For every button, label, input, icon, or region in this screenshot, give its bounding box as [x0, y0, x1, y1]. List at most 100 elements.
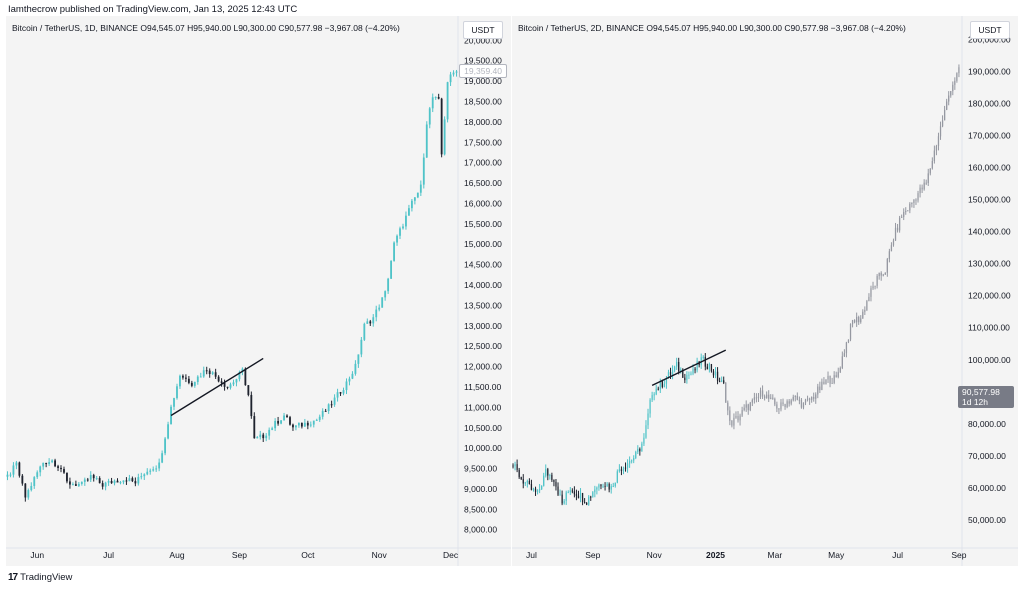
- candle: [45, 462, 48, 468]
- candle: [199, 372, 202, 378]
- candle-body: [643, 437, 645, 444]
- candle-body: [116, 480, 119, 483]
- candle-body: [351, 373, 354, 379]
- candle-body: [833, 375, 835, 383]
- tradingview-logo[interactable]: 17 TradingView: [8, 572, 72, 583]
- candle: [596, 486, 598, 495]
- candle-body: [534, 488, 537, 492]
- candle-body: [751, 399, 753, 403]
- candle: [671, 365, 674, 380]
- y-tick-label: 12,000.00: [464, 362, 502, 372]
- candle: [107, 478, 110, 486]
- candle-body: [143, 474, 146, 477]
- x-tick-label: Nov: [647, 550, 663, 560]
- candle-body: [63, 469, 65, 473]
- candle: [259, 430, 262, 440]
- chart-canvas-2d[interactable]: 200,000.00 190,000.00 180,000.00 170,000.00…: [512, 16, 1018, 566]
- candle-body: [835, 375, 837, 377]
- candle: [624, 462, 627, 472]
- candle: [211, 371, 214, 376]
- candle: [146, 468, 149, 476]
- candle-body: [152, 469, 155, 471]
- candle-body: [860, 318, 862, 323]
- candle-body: [345, 381, 348, 391]
- candle-body: [686, 374, 688, 381]
- candle-body: [396, 235, 398, 243]
- candle-body: [682, 369, 684, 378]
- candle-body: [125, 480, 128, 482]
- candle-body: [387, 278, 390, 292]
- candle-body: [235, 379, 238, 383]
- candle: [571, 488, 573, 494]
- projected-candle: [761, 385, 764, 399]
- candle: [387, 277, 390, 294]
- projected-candle: [725, 381, 727, 403]
- candle: [48, 458, 51, 466]
- candle: [716, 367, 719, 385]
- candle-body: [680, 369, 682, 372]
- y-tick-label: 60,000.00: [968, 483, 1006, 493]
- candle-body: [770, 397, 772, 399]
- candle-body: [384, 291, 387, 298]
- candle-body: [866, 301, 868, 310]
- candle-body: [886, 259, 888, 273]
- candle-body: [792, 396, 794, 401]
- candle: [125, 477, 128, 485]
- candle: [220, 378, 223, 387]
- candle-body: [749, 402, 751, 411]
- candle-body: [727, 402, 729, 411]
- candle-body: [716, 371, 719, 382]
- candle-body: [214, 372, 217, 377]
- candle: [384, 290, 387, 301]
- chart-panel-1d[interactable]: 20,000.00 19,500.00 19,000.00 18,500.00 18,0…: [6, 16, 511, 566]
- candle-body: [743, 407, 745, 411]
- projected-candle: [870, 285, 872, 302]
- y-tick-label: 14,500.00: [464, 260, 502, 270]
- candle-body: [413, 197, 416, 201]
- projected-candle: [958, 64, 960, 78]
- candle-body: [608, 483, 610, 490]
- chart-canvas-1d[interactable]: 20,000.00 19,500.00 19,000.00 18,500.00 18,0…: [6, 16, 511, 566]
- candle: [431, 93, 434, 113]
- currency-button-2d[interactable]: USDT: [970, 21, 1010, 39]
- candle-body: [688, 374, 690, 376]
- candle-body: [858, 316, 860, 323]
- projected-candle: [772, 394, 774, 400]
- y-tick-label: 17,500.00: [464, 137, 502, 147]
- projected-candle: [829, 375, 831, 388]
- x-tick-label: May: [828, 550, 845, 560]
- candle-body: [182, 375, 184, 378]
- projected-candle: [901, 214, 903, 218]
- candle: [143, 473, 146, 480]
- candle: [342, 387, 345, 396]
- candle-body: [598, 484, 600, 488]
- candle-body: [104, 482, 107, 487]
- projected-candle: [727, 400, 729, 416]
- candle-body: [827, 375, 829, 380]
- y-tick-label: 10,000.00: [464, 443, 502, 453]
- candle-body: [954, 80, 956, 85]
- y-tick-label: 50,000.00: [968, 515, 1006, 525]
- currency-button-1d[interactable]: USDT: [463, 21, 503, 39]
- candle: [104, 481, 107, 491]
- candle-body: [950, 91, 952, 96]
- candle: [655, 384, 657, 396]
- projected-candle: [815, 392, 817, 404]
- candle-body: [21, 475, 24, 484]
- candle-body: [745, 404, 747, 408]
- candle-body: [831, 382, 833, 384]
- candle-body: [516, 464, 518, 470]
- projected-candle: [845, 341, 848, 358]
- candle-body: [804, 399, 807, 403]
- candle-body: [714, 371, 717, 376]
- candle-body: [286, 415, 288, 418]
- chart-panel-2d[interactable]: 200,000.00 190,000.00 180,000.00 170,000.00…: [512, 16, 1018, 566]
- projected-candle: [856, 312, 858, 327]
- candle-body: [862, 311, 864, 319]
- projected-candle: [943, 105, 946, 121]
- candle-body: [543, 475, 545, 486]
- candle-body: [155, 468, 158, 470]
- projected-candle: [878, 272, 880, 280]
- projected-candle: [860, 315, 862, 324]
- candle-body: [927, 173, 929, 184]
